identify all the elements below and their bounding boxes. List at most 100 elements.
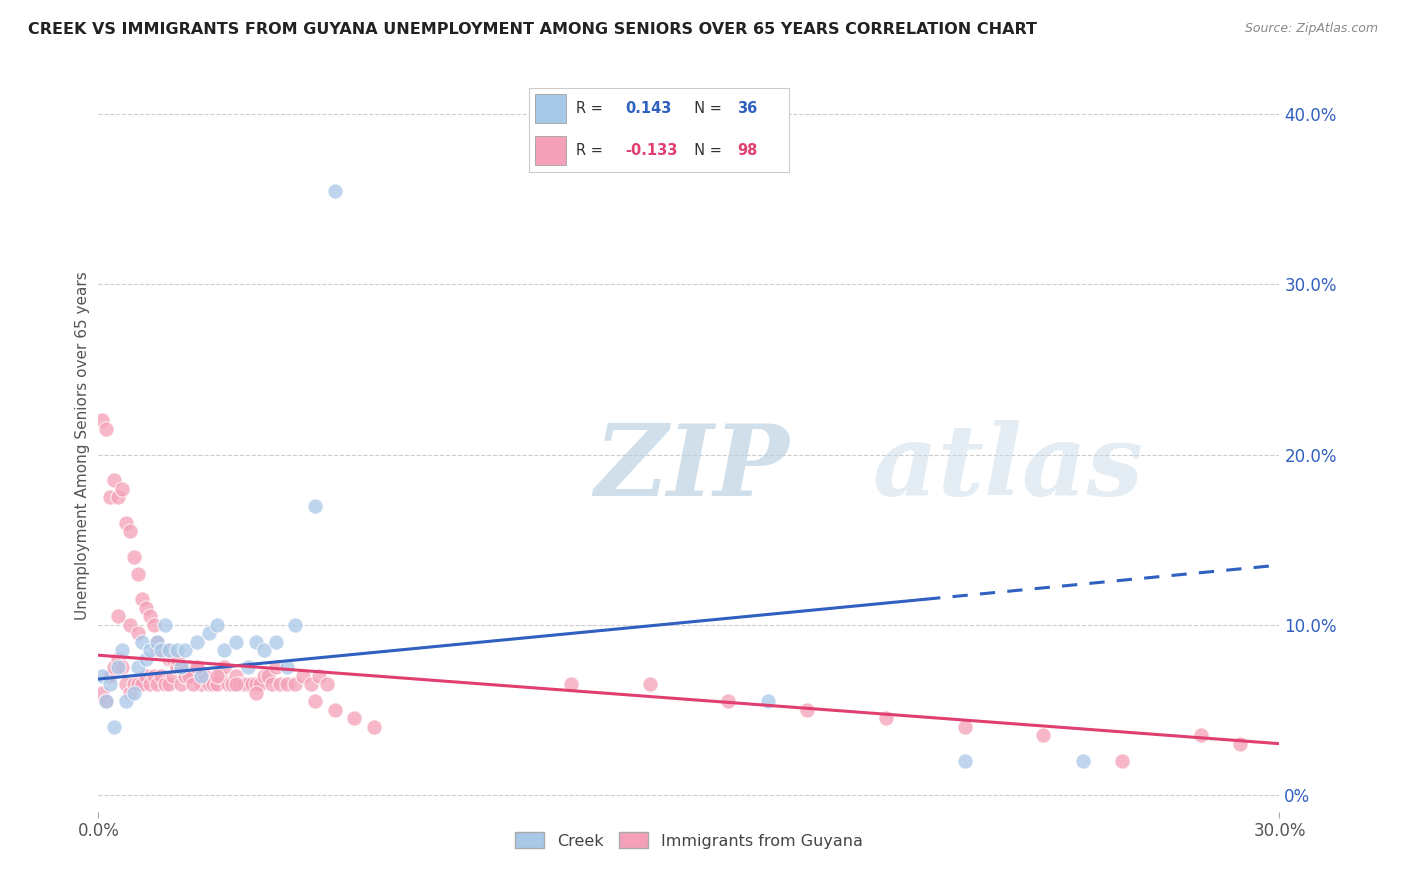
- Point: [256, 668, 278, 682]
- Point: [225, 668, 247, 682]
- Point: [111, 660, 134, 674]
- Point: [146, 634, 169, 648]
- Point: [875, 711, 897, 725]
- Point: [253, 643, 276, 657]
- Point: [229, 677, 252, 691]
- Point: [174, 643, 197, 657]
- Point: [98, 677, 121, 691]
- Point: [96, 422, 118, 436]
- Point: [170, 660, 193, 674]
- Point: [177, 660, 200, 674]
- Point: [115, 516, 138, 530]
- Point: [205, 617, 228, 632]
- Point: [138, 609, 160, 624]
- Point: [91, 668, 114, 682]
- Point: [638, 677, 661, 691]
- Point: [127, 660, 149, 674]
- Point: [122, 686, 145, 700]
- Point: [127, 626, 149, 640]
- Point: [308, 668, 330, 682]
- Point: [1111, 754, 1133, 768]
- Point: [363, 720, 385, 734]
- Point: [233, 677, 256, 691]
- Point: [127, 677, 149, 691]
- Point: [186, 660, 208, 674]
- Point: [118, 617, 141, 632]
- Point: [103, 473, 125, 487]
- Point: [225, 677, 247, 691]
- Point: [142, 668, 165, 682]
- Point: [264, 660, 287, 674]
- Point: [174, 668, 197, 682]
- Point: [249, 677, 271, 691]
- Point: [560, 677, 582, 691]
- Point: [162, 651, 184, 665]
- Point: [111, 482, 134, 496]
- Point: [186, 634, 208, 648]
- Point: [166, 660, 188, 674]
- Point: [260, 677, 283, 691]
- Point: [269, 677, 291, 691]
- Point: [118, 524, 141, 538]
- Point: [299, 677, 322, 691]
- Point: [304, 499, 326, 513]
- Point: [174, 668, 197, 682]
- Point: [276, 660, 298, 674]
- Point: [717, 694, 740, 708]
- Point: [166, 660, 188, 674]
- Point: [343, 711, 366, 725]
- Point: [146, 677, 169, 691]
- Point: [111, 643, 134, 657]
- Y-axis label: Unemployment Among Seniors over 65 years: Unemployment Among Seniors over 65 years: [75, 272, 90, 620]
- Point: [245, 634, 267, 648]
- Text: atlas: atlas: [595, 420, 1143, 516]
- Point: [150, 668, 173, 682]
- Text: Source: ZipAtlas.com: Source: ZipAtlas.com: [1244, 22, 1378, 36]
- Point: [197, 677, 219, 691]
- Point: [323, 184, 346, 198]
- Point: [194, 668, 217, 682]
- Point: [98, 668, 121, 682]
- Point: [245, 686, 267, 700]
- Point: [135, 600, 157, 615]
- Point: [177, 668, 200, 682]
- Point: [166, 643, 188, 657]
- Point: [1032, 728, 1054, 742]
- Point: [107, 651, 129, 665]
- Point: [150, 643, 173, 657]
- Point: [107, 609, 129, 624]
- Point: [157, 651, 180, 665]
- Point: [186, 660, 208, 674]
- Point: [118, 686, 141, 700]
- Point: [190, 677, 212, 691]
- Point: [155, 617, 177, 632]
- Point: [264, 634, 287, 648]
- Point: [107, 490, 129, 504]
- Point: [107, 660, 129, 674]
- Point: [181, 668, 204, 682]
- Point: [201, 677, 224, 691]
- Point: [205, 677, 228, 691]
- Point: [127, 566, 149, 581]
- Point: [122, 549, 145, 564]
- Point: [284, 677, 307, 691]
- Point: [253, 668, 276, 682]
- Point: [323, 703, 346, 717]
- Point: [953, 754, 976, 768]
- Point: [115, 677, 138, 691]
- Point: [91, 413, 114, 427]
- Point: [135, 668, 157, 682]
- Point: [1189, 728, 1212, 742]
- Point: [146, 634, 169, 648]
- Point: [135, 651, 157, 665]
- Point: [146, 643, 169, 657]
- Point: [138, 643, 160, 657]
- Point: [197, 626, 219, 640]
- Point: [953, 720, 976, 734]
- Point: [315, 677, 337, 691]
- Point: [209, 668, 232, 682]
- Point: [155, 677, 177, 691]
- Point: [221, 677, 243, 691]
- Text: CREEK VS IMMIGRANTS FROM GUYANA UNEMPLOYMENT AMONG SENIORS OVER 65 YEARS CORRELA: CREEK VS IMMIGRANTS FROM GUYANA UNEMPLOY…: [28, 22, 1038, 37]
- Point: [214, 643, 236, 657]
